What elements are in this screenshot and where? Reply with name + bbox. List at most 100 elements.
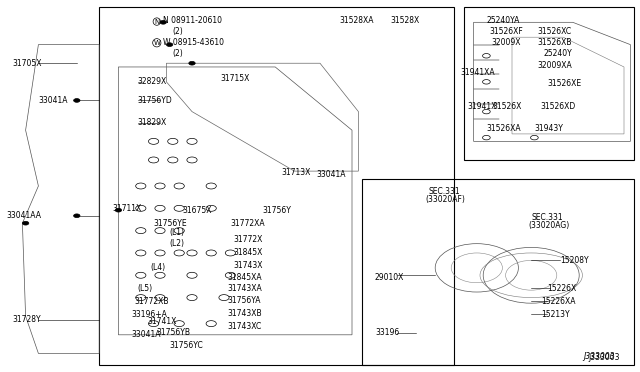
Text: N 08911-20610: N 08911-20610	[163, 16, 222, 25]
Circle shape	[187, 157, 197, 163]
Circle shape	[155, 295, 165, 301]
Text: 31728Y: 31728Y	[13, 315, 42, 324]
Text: 31741X: 31741X	[147, 317, 177, 326]
Text: J333003: J333003	[589, 353, 620, 362]
Text: 31711X: 31711X	[112, 204, 141, 213]
Text: J333003: J333003	[583, 352, 614, 361]
Text: 32829X: 32829X	[138, 77, 167, 86]
Text: (L1): (L1)	[170, 228, 184, 237]
Text: W: W	[154, 40, 160, 46]
Circle shape	[115, 208, 122, 212]
Circle shape	[168, 138, 178, 144]
Text: 31772XB: 31772XB	[134, 297, 169, 306]
Circle shape	[155, 205, 165, 211]
Text: 31528X: 31528X	[390, 16, 420, 25]
Circle shape	[136, 183, 146, 189]
Text: 15213Y: 15213Y	[541, 310, 570, 319]
Text: 33041A: 33041A	[38, 96, 68, 105]
Circle shape	[189, 61, 195, 65]
Text: 31526XC: 31526XC	[538, 27, 572, 36]
Text: 33041AA: 33041AA	[6, 211, 42, 220]
Text: N: N	[154, 19, 159, 25]
Text: 31743XB: 31743XB	[227, 309, 262, 318]
Text: 32009XA: 32009XA	[538, 61, 572, 70]
Circle shape	[187, 138, 197, 144]
Text: 31756YC: 31756YC	[170, 341, 204, 350]
Text: 31943Y: 31943Y	[534, 124, 563, 133]
Circle shape	[160, 20, 166, 24]
Circle shape	[74, 99, 80, 102]
Text: 31526XD: 31526XD	[541, 102, 576, 110]
Circle shape	[483, 54, 490, 58]
Circle shape	[219, 295, 229, 301]
Circle shape	[136, 295, 146, 301]
Text: 33196+A: 33196+A	[131, 310, 167, 319]
Circle shape	[136, 228, 146, 234]
Text: 31743X: 31743X	[234, 262, 263, 270]
Circle shape	[136, 250, 146, 256]
Circle shape	[174, 228, 184, 234]
Text: (L4): (L4)	[150, 263, 166, 272]
Text: 31743XA: 31743XA	[227, 284, 262, 293]
Circle shape	[136, 272, 146, 278]
Circle shape	[174, 205, 184, 211]
Text: 31526X: 31526X	[493, 102, 522, 110]
Text: 31756YB: 31756YB	[157, 328, 191, 337]
Text: 31772XA: 31772XA	[230, 219, 265, 228]
Text: 31845X: 31845X	[234, 248, 263, 257]
Circle shape	[174, 250, 184, 256]
Circle shape	[187, 250, 197, 256]
Circle shape	[174, 321, 184, 327]
Text: 31756Y: 31756Y	[262, 206, 291, 215]
Circle shape	[155, 183, 165, 189]
Circle shape	[148, 321, 159, 327]
Text: 15208Y: 15208Y	[560, 256, 589, 265]
Text: 33196: 33196	[376, 328, 400, 337]
Circle shape	[206, 321, 216, 327]
Text: 31829X: 31829X	[138, 118, 167, 127]
Text: (33020AG): (33020AG)	[528, 221, 569, 230]
Text: 15226X: 15226X	[547, 284, 577, 293]
Text: 31772X: 31772X	[234, 235, 263, 244]
Text: 31941XA: 31941XA	[461, 68, 495, 77]
Text: 33041A: 33041A	[131, 330, 161, 339]
Circle shape	[483, 80, 490, 84]
Circle shape	[155, 250, 165, 256]
Circle shape	[483, 109, 490, 114]
Circle shape	[206, 250, 216, 256]
Text: 31715X: 31715X	[221, 74, 250, 83]
Text: 31756YD: 31756YD	[138, 96, 172, 105]
Text: 31526XE: 31526XE	[547, 79, 581, 88]
Text: 15226XA: 15226XA	[541, 297, 575, 306]
Text: W 08915-43610: W 08915-43610	[163, 38, 224, 47]
Text: (L5): (L5)	[138, 284, 153, 293]
Circle shape	[531, 135, 538, 140]
Circle shape	[74, 214, 80, 218]
Circle shape	[148, 157, 159, 163]
Bar	[464, 7, 634, 160]
Circle shape	[155, 228, 165, 234]
Text: 31705X: 31705X	[13, 59, 42, 68]
Circle shape	[206, 183, 216, 189]
Text: 25240Y: 25240Y	[544, 49, 573, 58]
Text: 31713X: 31713X	[282, 169, 311, 177]
Text: 31675X: 31675X	[182, 206, 212, 215]
Circle shape	[148, 138, 159, 144]
Text: 32009X: 32009X	[492, 38, 521, 47]
Circle shape	[225, 272, 236, 278]
Text: 33041A: 33041A	[317, 170, 346, 179]
Text: 31845XA: 31845XA	[227, 273, 262, 282]
Text: SEC.331: SEC.331	[531, 213, 563, 222]
Text: (L2): (L2)	[170, 239, 184, 248]
Circle shape	[155, 272, 165, 278]
Circle shape	[187, 295, 197, 301]
Text: (2): (2)	[173, 27, 184, 36]
Text: (2): (2)	[173, 49, 184, 58]
Text: 31526XA: 31526XA	[486, 124, 521, 133]
Circle shape	[168, 157, 178, 163]
Circle shape	[187, 272, 197, 278]
Circle shape	[174, 183, 184, 189]
Text: 31756YA: 31756YA	[227, 296, 260, 305]
Text: 29010X: 29010X	[374, 273, 404, 282]
Bar	[99, 7, 454, 365]
